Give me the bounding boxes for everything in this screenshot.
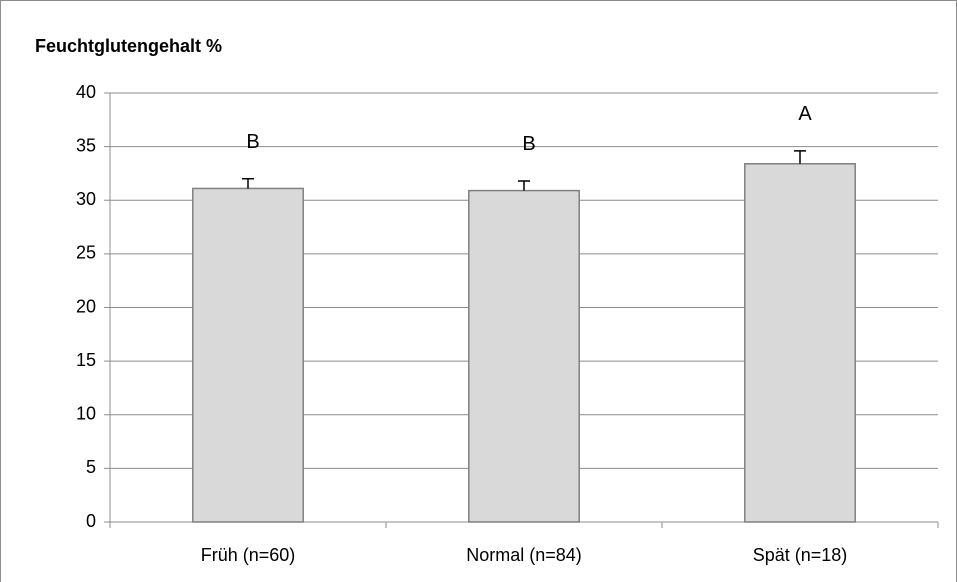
y-tick-label: 25 [76,243,96,263]
bar [744,163,856,523]
y-tick-label: 10 [76,404,96,424]
y-tick-label: 0 [86,511,96,531]
x-tick-label: Normal (n=84) [466,545,582,565]
significance-letter: B [522,133,535,155]
significance-letter: A [798,103,812,125]
y-tick-label: 15 [76,350,96,370]
y-tick-label: 30 [76,189,96,209]
error-bar [242,178,254,189]
error-bar [518,180,530,191]
y-tick-label: 40 [76,82,96,102]
error-bar [794,150,806,164]
bar [468,189,580,523]
bar [192,187,304,523]
y-tick-label: 35 [76,135,96,155]
y-tick-label: 20 [76,296,96,316]
y-tick-label: 5 [86,457,96,477]
significance-letter: B [246,131,259,153]
x-tick-label: Spät (n=18) [753,545,848,565]
chart-title: Feuchtglutengehalt % [35,36,222,56]
x-tick-label: Früh (n=60) [201,545,296,565]
